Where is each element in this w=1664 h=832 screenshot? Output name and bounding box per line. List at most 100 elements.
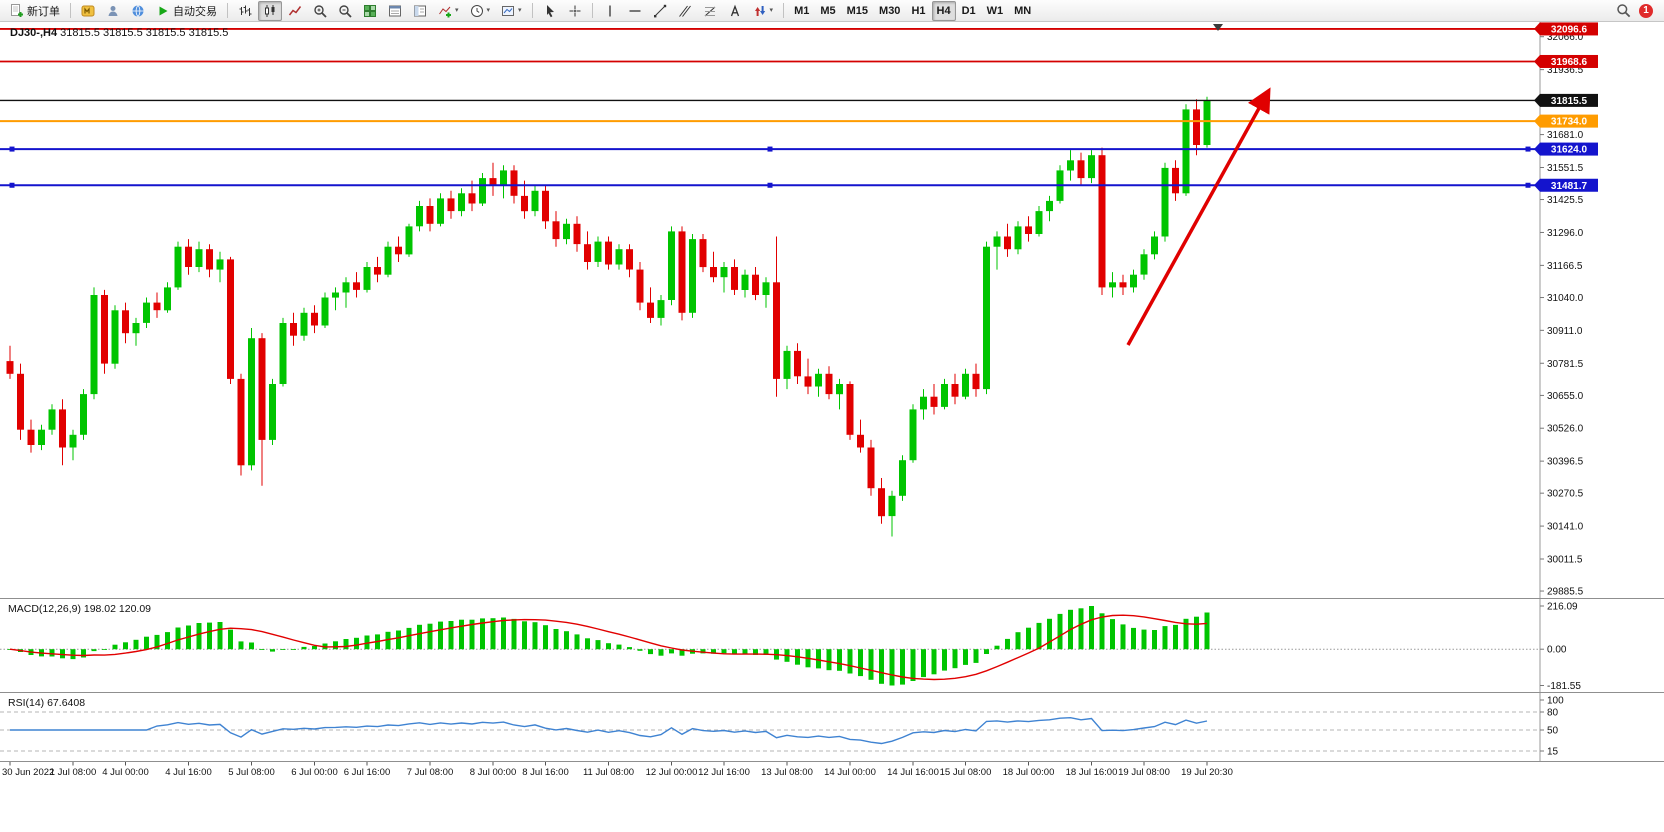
- periods-clock-icon: [470, 4, 483, 17]
- svg-text:50: 50: [1547, 726, 1559, 737]
- timeframe-d1[interactable]: D1: [957, 1, 981, 21]
- community-button[interactable]: [126, 1, 150, 21]
- chart-shift-marker[interactable]: [1213, 24, 1223, 31]
- templates-button[interactable]: ▾: [496, 1, 527, 21]
- horizontal-line-button[interactable]: [623, 1, 647, 21]
- cursor-button[interactable]: [538, 1, 562, 21]
- horizontal-line-icon: [629, 9, 641, 12]
- zoom-out-button[interactable]: [333, 1, 357, 21]
- mql5-button[interactable]: [76, 1, 100, 21]
- toolbar-separator: [591, 3, 593, 18]
- tile-windows-button[interactable]: [358, 1, 382, 21]
- navigator-icon: [414, 5, 426, 16]
- candlestick-chart-button[interactable]: [258, 0, 282, 21]
- profile-button[interactable]: [101, 1, 125, 21]
- svg-text:14 Jul 16:00: 14 Jul 16:00: [887, 767, 939, 778]
- data-window-icon: [389, 5, 401, 16]
- candlestick-series: [6, 96, 1211, 537]
- timeframe-w1[interactable]: W1: [982, 1, 1009, 21]
- svg-text:29885.5: 29885.5: [1547, 587, 1584, 598]
- svg-text:31481.7: 31481.7: [1551, 181, 1588, 192]
- dropdown-caret: ▾: [486, 7, 491, 14]
- svg-text:8 Jul 00:00: 8 Jul 00:00: [470, 767, 516, 778]
- svg-text:30011.5: 30011.5: [1547, 555, 1583, 566]
- text-icon: [730, 4, 739, 16]
- svg-text:4 Jul 16:00: 4 Jul 16:00: [165, 767, 211, 778]
- timeframe-m1[interactable]: M1: [789, 1, 814, 21]
- drawing-arrows-icon: [754, 5, 765, 16]
- new-order-label: 新订单: [27, 5, 60, 18]
- line-chart-button[interactable]: [283, 1, 307, 21]
- notification-badge[interactable]: 1: [1639, 3, 1653, 18]
- equidistant-channel-icon: [678, 5, 691, 17]
- hline-31481.7[interactable]: [0, 182, 1540, 188]
- autotrading-label: 自动交易: [173, 5, 217, 18]
- svg-text:31968.6: 31968.6: [1551, 57, 1588, 68]
- zoom-out-icon: [339, 4, 352, 18]
- hline-31624.0[interactable]: [0, 146, 1540, 152]
- svg-text:12 Jul 00:00: 12 Jul 00:00: [646, 767, 698, 778]
- main-toolbar: 新订单 自动交易: [0, 0, 1664, 22]
- dropdown-caret: ▾: [518, 7, 522, 14]
- search-button[interactable]: [1611, 1, 1636, 21]
- vertical-line-icon: [608, 5, 611, 16]
- vertical-line-button[interactable]: [598, 1, 622, 21]
- macd-signal-line: [9, 614, 1208, 681]
- svg-text:30911.0: 30911.0: [1547, 326, 1583, 337]
- svg-text:216.09: 216.09: [1547, 602, 1578, 613]
- crosshair-icon: [569, 5, 581, 16]
- zoom-in-icon: [314, 4, 327, 18]
- svg-text:6 Jul 00:00: 6 Jul 00:00: [291, 767, 337, 778]
- navigator-button[interactable]: [408, 1, 432, 21]
- timeframe-m30[interactable]: M30: [874, 1, 905, 21]
- svg-text:31624.0: 31624.0: [1551, 145, 1588, 156]
- autotrading-button[interactable]: 自动交易: [151, 1, 222, 21]
- channel-button[interactable]: [673, 1, 697, 21]
- svg-text:14 Jul 00:00: 14 Jul 00:00: [824, 767, 876, 778]
- svg-text:32096.6: 32096.6: [1551, 24, 1588, 35]
- crosshair-button[interactable]: [563, 1, 587, 21]
- svg-text:15 Jul 08:00: 15 Jul 08:00: [940, 767, 992, 778]
- line-chart-icon: [288, 5, 302, 15]
- svg-text:31296.0: 31296.0: [1547, 228, 1584, 239]
- svg-text:31551.5: 31551.5: [1547, 163, 1584, 174]
- search-icon: [1617, 4, 1631, 18]
- bar-chart-button[interactable]: [233, 1, 257, 21]
- data-window-button[interactable]: [383, 1, 407, 21]
- timeframe-h1[interactable]: H1: [906, 1, 930, 21]
- timeframe-m5[interactable]: M5: [815, 1, 840, 21]
- indicators-button[interactable]: ▾: [433, 1, 464, 21]
- toolbar-separator: [783, 3, 785, 18]
- price-badge-31968.6: 31968.6: [1534, 54, 1598, 68]
- svg-text:18 Jul 16:00: 18 Jul 16:00: [1066, 767, 1118, 778]
- toolbar-separator: [227, 3, 228, 18]
- svg-text:31936.5: 31936.5: [1547, 65, 1584, 76]
- svg-text:0.00: 0.00: [1547, 645, 1567, 656]
- timeframe-m15[interactable]: M15: [842, 1, 873, 21]
- templates-icon: [502, 5, 515, 16]
- bar-chart-icon: [239, 5, 252, 16]
- svg-text:30141.0: 30141.0: [1547, 522, 1584, 533]
- periods-button[interactable]: ▾: [465, 1, 496, 21]
- timeframe-mn[interactable]: MN: [1009, 1, 1036, 21]
- rsi-line: [10, 716, 1208, 745]
- trendline-button[interactable]: [648, 1, 672, 21]
- fibonacci-button[interactable]: [698, 1, 722, 21]
- profile-icon: [108, 5, 118, 16]
- svg-text:30655.0: 30655.0: [1547, 391, 1584, 402]
- arrows-button[interactable]: ▾: [748, 1, 779, 21]
- zoom-in-button[interactable]: [308, 1, 332, 21]
- indicators-icon: [439, 6, 451, 17]
- svg-text:4 Jul 00:00: 4 Jul 00:00: [102, 767, 148, 778]
- trend-arrow-object[interactable]: [1126, 87, 1271, 346]
- new-order-button[interactable]: 新订单: [5, 1, 65, 21]
- svg-text:31681.0: 31681.0: [1547, 130, 1584, 141]
- timeframe-h4[interactable]: H4: [931, 0, 956, 21]
- community-icon: [132, 4, 144, 17]
- text-button[interactable]: [723, 1, 747, 21]
- price-scale[interactable]: 32066.0 31936.5 31681.0 31551.5 31425.5 31296…: [1540, 32, 1584, 598]
- fibonacci-icon: [704, 6, 715, 16]
- svg-text:18 Jul 00:00: 18 Jul 00:00: [1003, 767, 1055, 778]
- chart-canvas[interactable]: 32066.0 31936.5 31681.0 31551.5 31425.5 31296…: [0, 22, 1664, 832]
